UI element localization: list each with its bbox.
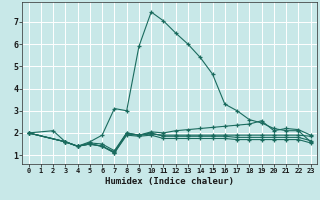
X-axis label: Humidex (Indice chaleur): Humidex (Indice chaleur)	[105, 177, 234, 186]
